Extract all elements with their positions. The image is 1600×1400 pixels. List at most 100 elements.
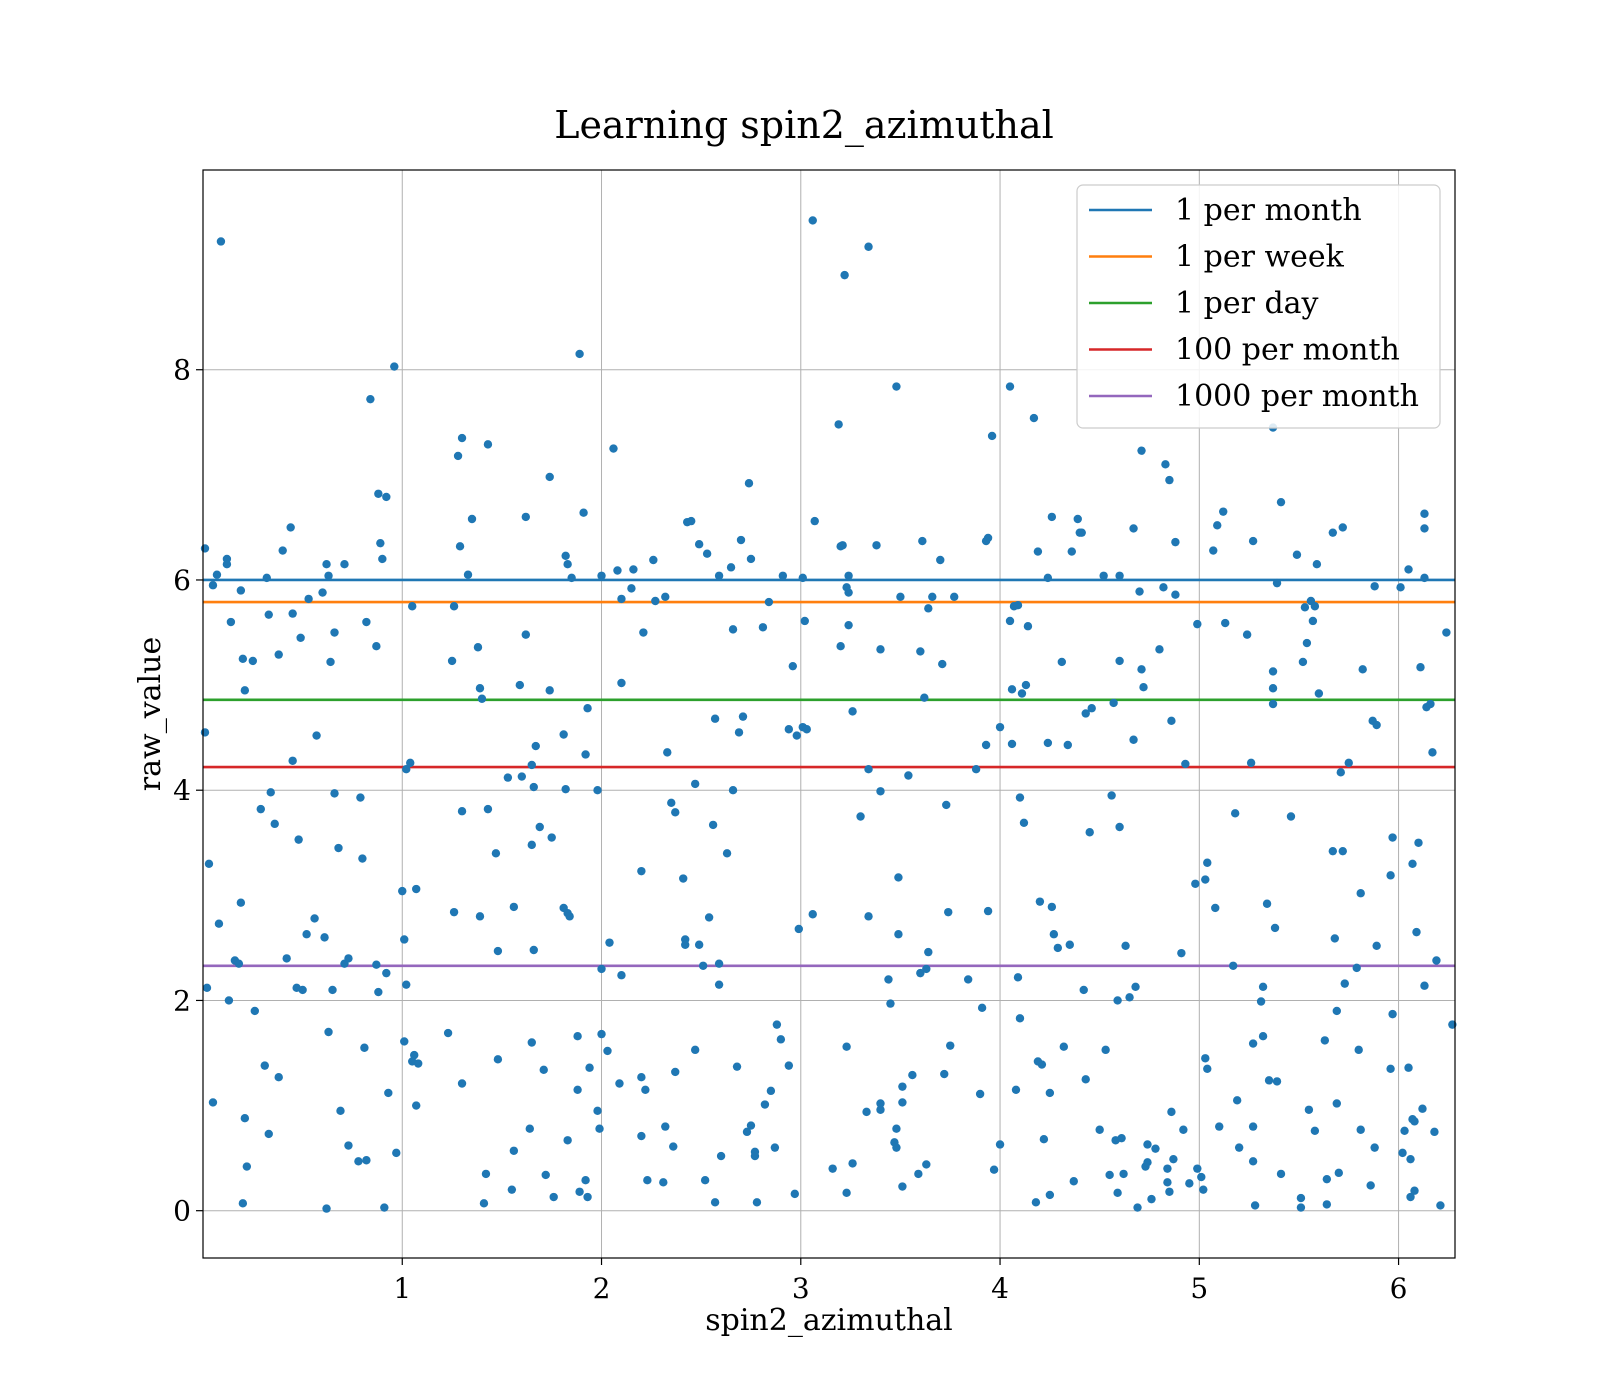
legend-label: 1 per day [1175, 286, 1319, 321]
data-point [1268, 699, 1278, 709]
data-point [1193, 619, 1202, 629]
data-point [262, 573, 271, 583]
data-point [1045, 1088, 1055, 1098]
data-point [1248, 536, 1258, 546]
data-point [457, 807, 467, 816]
data-point [274, 650, 283, 659]
data-point [1262, 899, 1272, 908]
data-point [1388, 833, 1397, 842]
data-point [493, 946, 503, 956]
data-point [1021, 680, 1031, 690]
data-point [575, 349, 584, 359]
data-point [637, 866, 646, 876]
data-point [714, 980, 724, 989]
data-point [1129, 735, 1138, 744]
data-point [808, 910, 817, 919]
data-point [1358, 665, 1367, 674]
data-point [1272, 1077, 1282, 1086]
data-point [1268, 667, 1278, 676]
data-point [1420, 981, 1429, 990]
data-point [1310, 602, 1320, 611]
data-point [738, 712, 748, 721]
data-point [1177, 948, 1186, 958]
data-point [535, 822, 544, 832]
data-point [1013, 601, 1023, 610]
data-point [800, 616, 809, 626]
data-point [605, 938, 614, 947]
data-point [597, 964, 606, 974]
data-point [286, 523, 295, 532]
data-point [521, 630, 531, 639]
data-point [856, 812, 865, 821]
data-point [1344, 758, 1353, 768]
data-point [778, 571, 788, 580]
data-point [772, 1020, 782, 1029]
data-point [1248, 1157, 1258, 1166]
data-point [736, 535, 746, 545]
data-point [1276, 1169, 1286, 1179]
data-point [710, 1198, 720, 1207]
data-point [274, 1072, 283, 1082]
data-point [328, 985, 337, 995]
data-point [1169, 1154, 1178, 1164]
data-point [412, 884, 421, 894]
data-point [876, 1099, 885, 1108]
data-point [894, 930, 903, 939]
data-point [322, 1204, 331, 1213]
legend-label: 1 per month [1175, 193, 1362, 228]
data-point [414, 1059, 423, 1068]
data-point [884, 975, 893, 984]
data-point [1354, 1045, 1363, 1055]
data-point [1007, 685, 1017, 694]
data-point [1386, 1064, 1395, 1073]
data-point [270, 819, 279, 829]
data-point [1059, 1042, 1069, 1051]
data-point [531, 741, 540, 751]
data-point [581, 1176, 590, 1185]
data-point [565, 912, 574, 921]
data-point [1396, 583, 1405, 592]
data-point [898, 1082, 907, 1091]
data-point [1203, 858, 1212, 867]
data-point [637, 1072, 646, 1082]
data-point [561, 551, 570, 560]
data-point [264, 610, 273, 619]
data-point [844, 571, 853, 580]
data-point [224, 996, 234, 1005]
data-point [663, 748, 672, 757]
data-point [924, 947, 933, 957]
data-point [1115, 822, 1124, 832]
data-points [200, 216, 1457, 1213]
data-point [563, 560, 572, 569]
data-point [382, 968, 391, 978]
data-point [603, 1046, 612, 1056]
data-point [1137, 446, 1146, 455]
data-point [248, 656, 258, 666]
data-point [1372, 720, 1381, 730]
data-point [760, 1100, 770, 1109]
data-point [864, 242, 873, 251]
data-point [294, 835, 303, 844]
data-point [362, 617, 371, 627]
data-point [1049, 930, 1059, 939]
data-point [475, 684, 485, 693]
data-point [545, 686, 554, 695]
data-point [766, 1086, 776, 1096]
data-point [288, 609, 297, 618]
data-point [1426, 699, 1435, 709]
x-tick-label: 2 [593, 1272, 611, 1305]
reference-lines [203, 578, 1455, 968]
data-point [1242, 630, 1252, 639]
data-point [1264, 1076, 1274, 1085]
data-point [406, 758, 415, 768]
data-point [561, 784, 570, 794]
data-point [322, 560, 331, 569]
data-point [651, 596, 660, 606]
data-point [240, 686, 250, 695]
data-point [983, 906, 993, 916]
data-point [896, 592, 905, 601]
data-point [1137, 665, 1146, 674]
data-point [449, 602, 459, 611]
data-point [483, 440, 493, 449]
data-point [1115, 656, 1124, 666]
